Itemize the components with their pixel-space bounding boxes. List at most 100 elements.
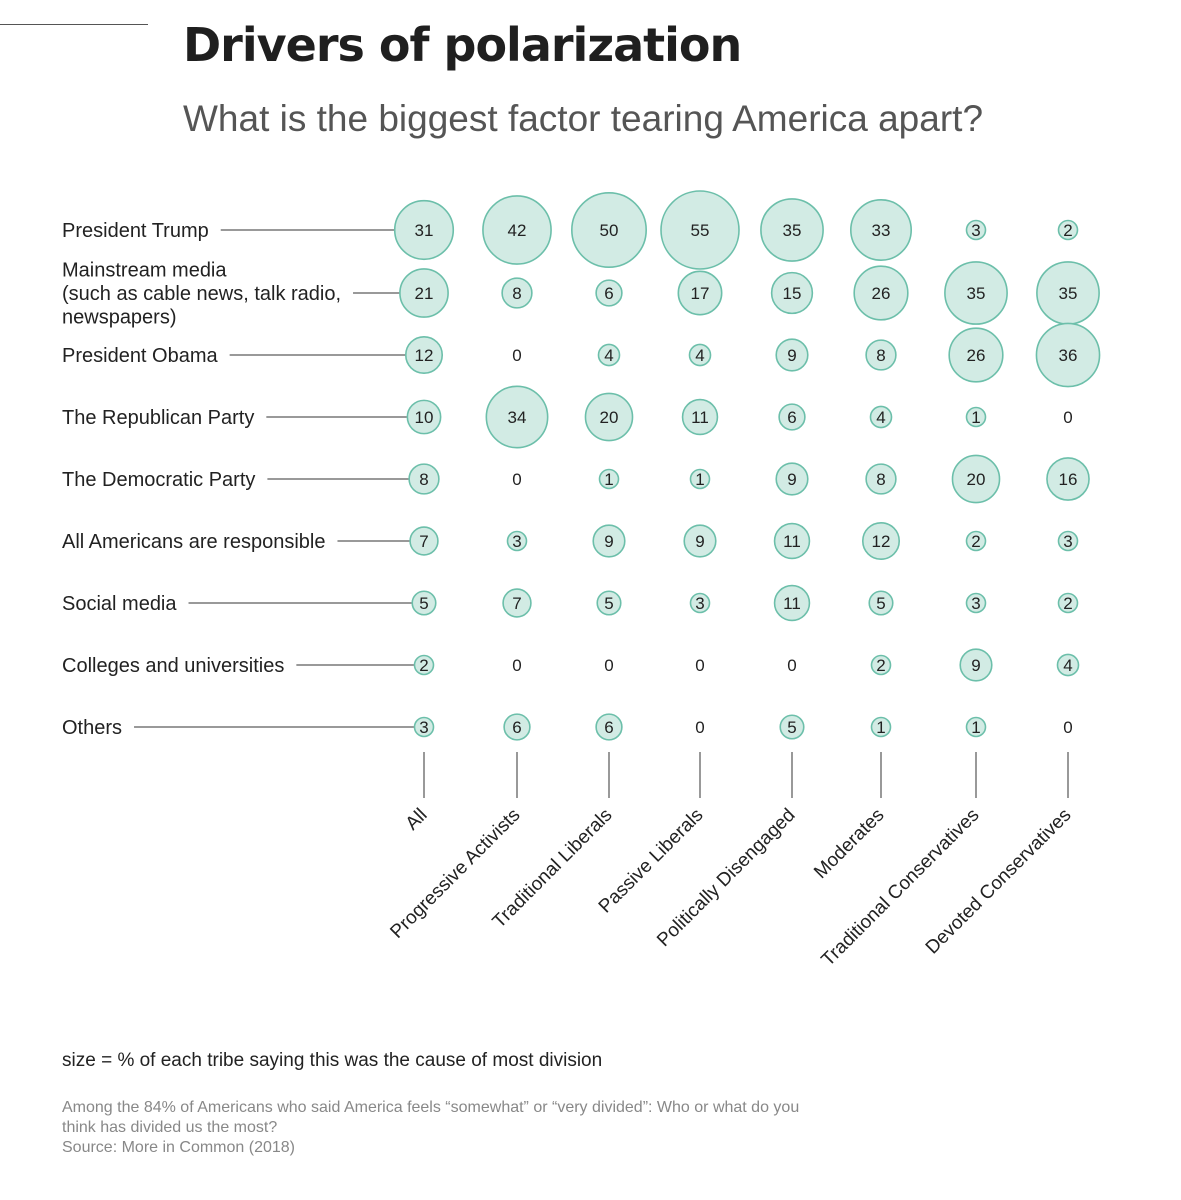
bubble	[688, 343, 712, 367]
value-label: 20	[600, 408, 619, 427]
value-label: 35	[783, 221, 802, 240]
bubble	[393, 199, 455, 261]
value-label: 0	[787, 656, 796, 675]
value-label: 20	[967, 470, 986, 489]
bubble	[506, 530, 528, 552]
value-label: 21	[415, 284, 434, 303]
row-label: President Trump	[62, 220, 209, 242]
value-label: 5	[787, 718, 796, 737]
value-label: 26	[872, 284, 891, 303]
row-label: All Americans are responsible	[62, 531, 325, 553]
value-label: 4	[1063, 656, 1072, 675]
value-label: 4	[876, 408, 885, 427]
value-label: 9	[971, 656, 980, 675]
value-label: 2	[971, 532, 980, 551]
value-label: 9	[787, 346, 796, 365]
value-label: 0	[512, 656, 521, 675]
bubble	[775, 462, 809, 496]
value-label: 1	[971, 408, 980, 427]
source-line: Source: More in Common (2018)	[62, 1139, 295, 1156]
bubble	[413, 716, 435, 738]
row-label: The Democratic Party	[62, 469, 255, 491]
bubble	[1057, 530, 1079, 552]
bubble	[501, 277, 533, 309]
value-label: 0	[1063, 718, 1072, 737]
bubble	[773, 522, 811, 560]
bubble	[681, 398, 719, 436]
chart-subtitle: What is the biggest factor tearing Ameri…	[183, 98, 984, 139]
row-label: Others	[62, 717, 122, 739]
bubble	[409, 526, 439, 556]
value-label: 12	[415, 346, 434, 365]
bubble	[595, 713, 623, 741]
value-label: 15	[783, 284, 802, 303]
bubble	[944, 261, 1008, 325]
bubble	[411, 590, 437, 616]
value-label: 12	[872, 532, 891, 551]
bubble	[965, 716, 987, 738]
value-label: 5	[876, 594, 885, 613]
bubble	[598, 468, 620, 490]
bubble	[965, 592, 987, 614]
bubble	[1046, 457, 1090, 501]
bubble	[959, 648, 993, 682]
value-label: 7	[419, 532, 428, 551]
value-label: 1	[876, 718, 885, 737]
value-label: 11	[691, 408, 709, 427]
bubble	[592, 524, 626, 558]
bubble	[849, 198, 913, 262]
bubble	[689, 468, 711, 490]
bubble	[861, 521, 901, 561]
value-label: 10	[415, 408, 434, 427]
value-label: 2	[419, 656, 428, 675]
row-label: President Obama	[62, 345, 219, 367]
value-label: 26	[967, 346, 986, 365]
value-label: 33	[872, 221, 891, 240]
bubble	[965, 530, 987, 552]
value-label: 8	[419, 470, 428, 489]
bubble	[399, 268, 449, 318]
bubble	[868, 590, 894, 616]
chart-title: Drivers of polarization	[183, 18, 742, 72]
value-label: 0	[695, 656, 704, 675]
bubble	[1035, 322, 1101, 388]
bubble	[951, 454, 1001, 504]
row-label: Mainstream media	[62, 260, 227, 282]
value-label: 2	[876, 656, 885, 675]
bubble	[689, 592, 711, 614]
bubble	[870, 654, 892, 676]
value-label: 16	[1059, 470, 1078, 489]
top-rule	[0, 24, 148, 25]
value-label: 3	[1063, 532, 1072, 551]
bubble	[853, 265, 909, 321]
bubble	[1056, 653, 1080, 677]
bubble	[865, 463, 897, 495]
value-label: 6	[604, 718, 613, 737]
value-label: 1	[604, 470, 613, 489]
value-label: 36	[1059, 346, 1078, 365]
row-label: Social media	[62, 593, 177, 615]
bubble	[677, 270, 723, 316]
value-label: 3	[971, 221, 980, 240]
value-label: 55	[691, 221, 710, 240]
value-label: 8	[876, 470, 885, 489]
value-label: 9	[695, 532, 704, 551]
value-label: 35	[967, 284, 986, 303]
bubble	[865, 339, 897, 371]
bubble	[770, 271, 814, 315]
value-label: 17	[691, 284, 710, 303]
value-label: 6	[787, 408, 796, 427]
row-label: (such as cable news, talk radio,	[62, 283, 341, 305]
value-label: 9	[787, 470, 796, 489]
bubble	[571, 192, 647, 268]
bubble	[596, 590, 622, 616]
value-label: 50	[600, 221, 619, 240]
value-label: 1	[695, 470, 704, 489]
value-label: 0	[512, 346, 521, 365]
column-label: Traditional Conservatives	[818, 805, 984, 971]
bubble	[595, 279, 623, 307]
value-label: 0	[604, 656, 613, 675]
value-label: 3	[971, 594, 980, 613]
bubble	[408, 463, 440, 495]
bubble	[779, 714, 805, 740]
